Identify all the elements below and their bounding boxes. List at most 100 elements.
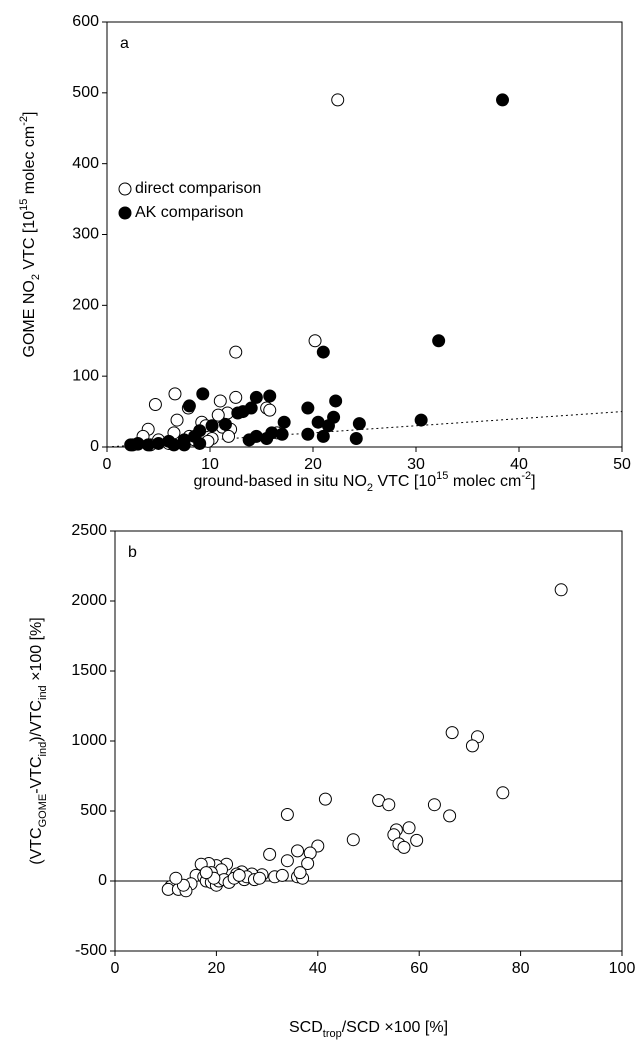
data-point (346, 833, 360, 847)
data-point (496, 93, 510, 107)
data-point (316, 345, 330, 359)
x-tick-label: 20 (304, 456, 322, 473)
data-point (205, 419, 219, 433)
label-part: molec cm (21, 126, 38, 199)
data-point (199, 866, 213, 880)
x-tick-label: 60 (410, 960, 428, 977)
data-point (280, 808, 294, 821)
data-point (170, 413, 184, 427)
data-point (331, 93, 345, 107)
label-part: ] (21, 112, 38, 116)
data-point (169, 871, 183, 885)
data-point (329, 394, 343, 408)
subscript: ind (37, 685, 49, 700)
label-part: VTC [10 (373, 473, 436, 490)
data-point (496, 786, 510, 800)
superscript: -2 (521, 470, 531, 482)
x-tick-label: 0 (111, 960, 120, 977)
y-tick-label: 200 (72, 297, 99, 314)
data-point (303, 846, 317, 860)
data-point (231, 406, 245, 420)
data-point (252, 871, 266, 885)
y-tick-label: 400 (72, 155, 99, 172)
data-point (141, 438, 155, 452)
data-point (222, 429, 236, 443)
subscript: ind (37, 742, 49, 757)
data-point (213, 394, 227, 408)
label-part: )/VTC (28, 700, 45, 742)
data-point (263, 847, 277, 861)
label-part: /SCD ×100 [%] (342, 1019, 448, 1036)
data-point (301, 401, 315, 415)
data-point (301, 427, 315, 441)
y-tick-label: -500 (75, 942, 107, 959)
y-tick-label: 300 (72, 226, 99, 243)
data-point (291, 844, 305, 858)
data-point (168, 387, 182, 401)
panel-label: a (120, 35, 129, 52)
y-tick-label: 600 (72, 13, 99, 30)
data-point (218, 417, 232, 431)
data-point (277, 415, 291, 429)
label-part: molec cm (448, 473, 521, 490)
data-point (124, 438, 138, 452)
data-point (316, 429, 330, 443)
data-point (321, 419, 335, 433)
legend-label: direct comparison (135, 180, 261, 197)
data-point (293, 866, 307, 880)
data-point (263, 403, 277, 417)
legend-marker (118, 206, 132, 220)
data-point (177, 438, 191, 452)
x-tick-label: 40 (309, 960, 327, 977)
data-point (352, 417, 366, 431)
y-tick-label: 2500 (71, 522, 107, 539)
data-point (414, 413, 428, 427)
data-point (465, 739, 479, 753)
y-axis-label: GOME NO2 VTC [1015 molec cm-2] (18, 112, 42, 358)
data-point (260, 432, 274, 445)
data-point (211, 408, 225, 422)
data-point (232, 868, 246, 882)
data-point (443, 809, 457, 823)
y-tick-label: 2000 (71, 592, 107, 609)
data-point (427, 798, 441, 812)
subscript: 2 (30, 274, 42, 280)
data-point (229, 390, 243, 404)
data-point (382, 798, 396, 812)
x-axis-label: SCDtrop/SCD ×100 [%] (289, 1019, 448, 1040)
x-tick-label: 80 (512, 960, 530, 977)
x-tick-label: 20 (208, 960, 226, 977)
label-part: -VTC (28, 756, 45, 793)
data-point (280, 854, 294, 868)
data-point (242, 433, 256, 447)
data-point (318, 792, 332, 806)
panel-label: b (128, 544, 137, 561)
data-point (397, 840, 411, 854)
subscript: trop (323, 1028, 342, 1040)
data-point (445, 726, 459, 740)
x-axis-label: ground-based in situ NO2 VTC [1015 molec… (193, 470, 535, 494)
y-axis-label: (VTCGOME-VTCind)/VTCind ×100 [%] (28, 617, 49, 864)
data-point (402, 821, 416, 835)
subscript: GOME (37, 794, 49, 828)
data-point (301, 857, 315, 870)
data-point (148, 398, 162, 411)
x-tick-label: 40 (510, 456, 528, 473)
y-tick-label: 0 (98, 872, 107, 889)
x-tick-label: 0 (103, 456, 112, 473)
x-tick-label: 30 (407, 456, 425, 473)
data-point (249, 390, 263, 404)
data-point (308, 334, 322, 348)
data-point (410, 833, 424, 847)
label-part: ground-based in situ NO (193, 473, 366, 490)
data-point (275, 427, 289, 441)
plot-frame (106, 21, 623, 448)
label-part: ×100 [%] (28, 617, 45, 685)
y-tick-label: 0 (90, 438, 99, 455)
x-tick-label: 50 (613, 456, 631, 473)
data-point (193, 436, 207, 450)
y-tick-label: 1500 (71, 662, 107, 679)
superscript: -2 (18, 116, 30, 126)
label-part: SCD (289, 1019, 323, 1036)
